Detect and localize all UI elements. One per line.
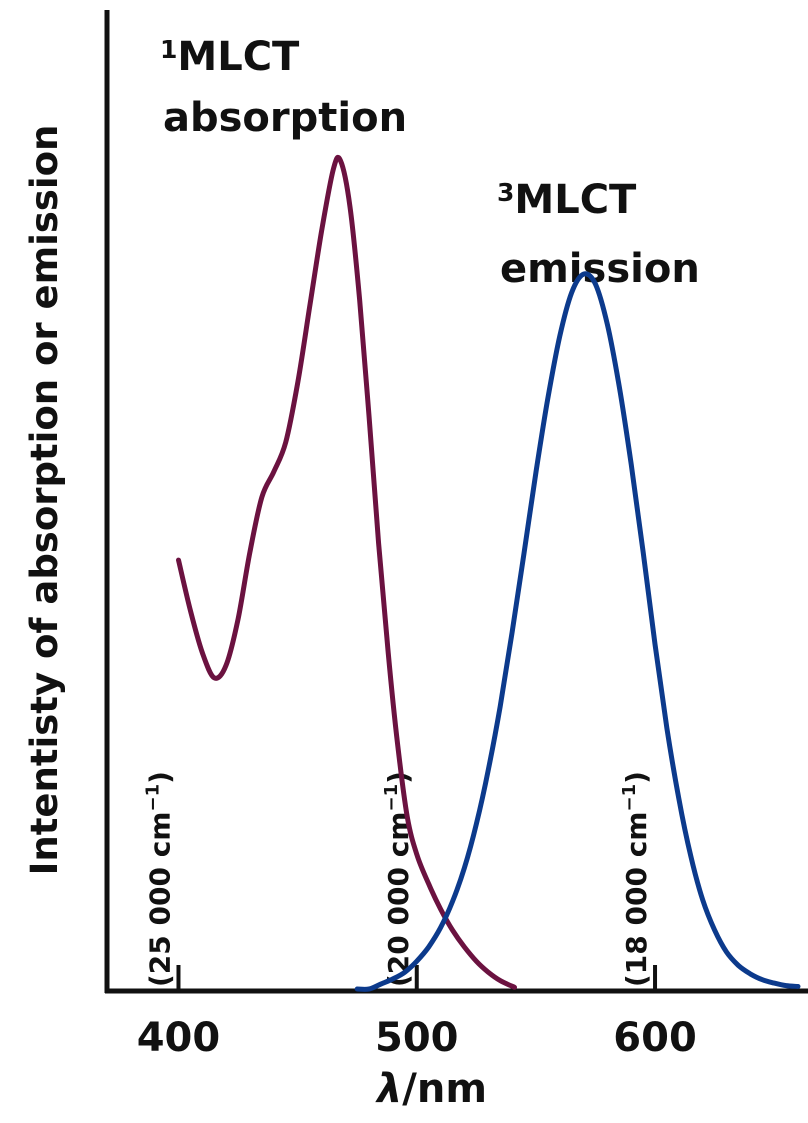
x-axis-label-symbol: λ xyxy=(375,1066,402,1112)
absorption-label-mlct: MLCT xyxy=(177,34,300,80)
y-axis-label: Intentisty of absorption or emission xyxy=(23,125,66,876)
x-axis-label-unit: /nm xyxy=(402,1066,487,1112)
emission-label-sup: 3 xyxy=(497,178,514,207)
x-tick-label: 400 xyxy=(137,1015,221,1061)
absorption-label-line1: 1MLCT xyxy=(160,34,300,80)
x-axis-label: λ/nm xyxy=(375,1066,487,1112)
series-curves xyxy=(179,157,799,989)
emission-label-line1: 3MLCT xyxy=(497,177,637,223)
emission-label-line2: emission xyxy=(500,246,700,292)
absorption-label-line2: absorption xyxy=(163,95,407,141)
x-tick-wavenumber-label: (25 000 cm−1) xyxy=(142,771,176,987)
x-tick-label: 600 xyxy=(613,1015,697,1061)
emission-curve xyxy=(357,274,798,990)
absorption-label-sup: 1 xyxy=(160,35,177,64)
emission-label-mlct: MLCT xyxy=(514,177,637,223)
x-ticks: 400 (25 000 cm−1) 500 (20 000 cm−1) 600 (18 0… xyxy=(137,771,697,1061)
x-tick-wavenumber-label: (20 000 cm−1) xyxy=(381,771,415,987)
x-tick-label: 500 xyxy=(375,1015,459,1061)
x-tick-wavenumber-label: (18 000 cm−1) xyxy=(619,771,653,987)
